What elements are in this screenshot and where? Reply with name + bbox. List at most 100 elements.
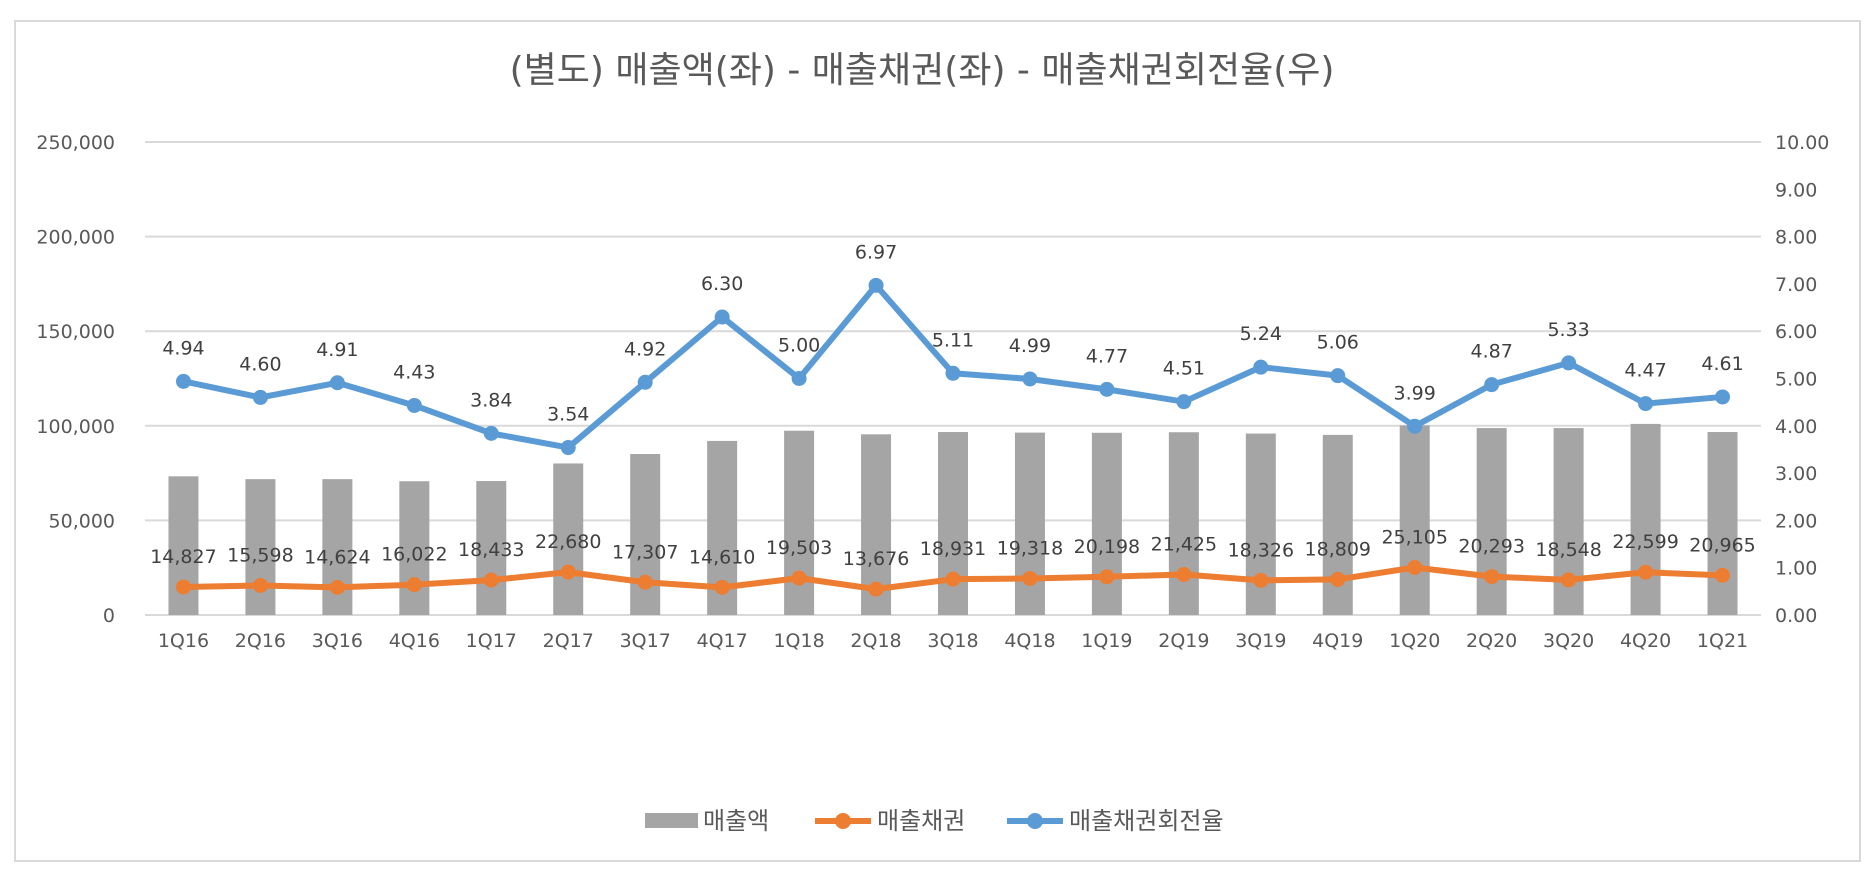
turnover-point [1561, 355, 1577, 371]
turnover-point [714, 309, 730, 325]
receivables-data-label: 18,809 [1305, 538, 1371, 560]
turnover-point [1330, 368, 1346, 384]
x-axis-ticks: 1Q16 2Q16 3Q16 4Q16 1Q17 2Q17 3Q17 4Q17 1Q18 2Q18… [158, 630, 1748, 652]
x-tick-label: 4Q18 [1004, 630, 1055, 652]
receivables-data-label: 20,293 [1458, 536, 1524, 558]
bar [1091, 432, 1122, 615]
right-tick-label: 4.00 [1775, 416, 1817, 438]
right-axis-ticks: 0.00 1.00 2.00 3.00 4.00 5.00 6.00 7.00 8.00 9.00… [1775, 132, 1829, 627]
bar [1476, 428, 1507, 615]
bar [938, 432, 968, 615]
turnover-data-label: 4.77 [1086, 345, 1128, 367]
x-tick-label: 3Q20 [1543, 630, 1594, 652]
receivables-point [1715, 567, 1731, 583]
receivables-data-label: 20,965 [1689, 534, 1755, 556]
right-tick-label: 6.00 [1775, 321, 1817, 343]
left-axis-ticks: 0 50,000 100,000 150,000 200,000 250,000 [36, 132, 115, 627]
receivables-point [560, 564, 576, 580]
turnover-point [1638, 396, 1654, 412]
x-tick-label: 3Q16 [312, 630, 363, 652]
receivables-data-label: 19,318 [997, 537, 1063, 559]
receivables-point [868, 581, 884, 597]
receivables-point [329, 579, 345, 595]
turnover-point [175, 373, 191, 389]
receivables-point [637, 574, 653, 590]
legend-marker-turnover [1027, 813, 1043, 829]
turnover-point [791, 371, 807, 386]
turnover-point [1253, 359, 1269, 375]
receivables-point [406, 577, 422, 593]
right-tick-label: 1.00 [1775, 558, 1817, 580]
x-tick-label: 1Q19 [1081, 630, 1132, 652]
receivables-point [1099, 569, 1115, 585]
turnover-data-label: 6.97 [855, 241, 897, 263]
receivables-data-label: 22,680 [535, 531, 601, 553]
turnover-point [483, 425, 499, 441]
legend-label-receivables: 매출채권 [877, 807, 965, 835]
legend-swatch-revenue [645, 813, 698, 828]
x-tick-label: 2Q16 [235, 630, 286, 652]
receivables-data-label: 21,425 [1151, 533, 1217, 555]
turnover-point [1407, 418, 1423, 434]
bar [1630, 423, 1661, 615]
legend: 매출액 매출채권 매출채권회전율 [645, 807, 1224, 835]
turnover-data-label: 5.11 [932, 329, 974, 351]
right-tick-label: 7.00 [1775, 274, 1817, 296]
bar [1014, 432, 1045, 615]
turnover-data-label: 4.47 [1624, 360, 1666, 382]
receivables-data-label: 18,433 [458, 539, 524, 561]
right-tick-label: 2.00 [1775, 510, 1817, 532]
turnover-point [1715, 389, 1731, 405]
bar [1168, 432, 1199, 615]
left-tick-label: 250,000 [36, 132, 115, 154]
right-tick-label: 0.00 [1775, 605, 1817, 627]
bar [630, 453, 661, 615]
receivables-point [945, 571, 961, 587]
receivables-point [791, 570, 807, 586]
chart-frame: (별도) 매출액(좌) - 매출채권(좌) - 매출채권회전율(우) 0 50,0… [14, 20, 1861, 862]
receivables-data-label: 22,599 [1612, 531, 1678, 553]
x-tick-label: 4Q19 [1312, 630, 1363, 652]
turnover-data-label: 4.92 [624, 338, 666, 360]
right-tick-label: 10.00 [1775, 132, 1829, 154]
bar [784, 430, 815, 615]
legend-label-revenue: 매출액 [703, 807, 769, 835]
turnover-data-label: 4.99 [1009, 335, 1051, 357]
turnover-data-label: 5.00 [778, 335, 820, 357]
turnover-data-label: 5.24 [1240, 323, 1282, 345]
right-tick-label: 5.00 [1775, 369, 1817, 391]
right-tick-label: 8.00 [1775, 227, 1817, 249]
receivables-data-label: 15,598 [227, 544, 293, 566]
left-tick-label: 50,000 [49, 510, 115, 532]
bar [399, 481, 430, 615]
x-tick-label: 2Q20 [1466, 630, 1517, 652]
receivables-data-label: 25,105 [1381, 527, 1447, 549]
receivables-point [1561, 572, 1577, 588]
turnover-data-label: 4.60 [239, 353, 281, 375]
turnover-point [406, 397, 422, 413]
receivables-data-label: 13,676 [843, 548, 909, 570]
turnover-point [945, 365, 961, 381]
turnover-point [560, 440, 576, 456]
left-tick-label: 0 [103, 605, 115, 627]
x-tick-label: 2Q18 [850, 630, 901, 652]
receivables-point [483, 572, 499, 588]
receivables-point [1407, 560, 1423, 576]
line-series-receivables: 14,827 15,598 14,624 16,022 18,433 22,680 17,3… [150, 527, 1756, 597]
receivables-data-label: 18,326 [1228, 539, 1294, 561]
left-tick-label: 150,000 [36, 321, 115, 343]
receivables-data-label: 19,503 [766, 537, 832, 559]
legend-marker-receivables [835, 813, 851, 829]
receivables-data-label: 14,610 [689, 546, 755, 568]
left-tick-label: 100,000 [36, 416, 115, 438]
left-tick-label: 200,000 [36, 227, 115, 249]
receivables-data-label: 18,931 [920, 538, 986, 560]
turnover-point [1176, 394, 1192, 410]
turnover-data-label: 4.51 [1163, 358, 1205, 380]
receivables-data-label: 14,827 [150, 546, 216, 568]
turnover-data-label: 5.06 [1317, 332, 1359, 354]
line-series-turnover: 4.94 4.60 4.91 4.43 3.84 3.54 4.92 6.30 5.00 6.97… [162, 241, 1744, 456]
x-tick-label: 1Q20 [1389, 630, 1440, 652]
chart-title: (별도) 매출액(좌) - 매출채권(좌) - 매출채권회전율(우) [510, 50, 1335, 91]
receivables-data-label: 16,022 [381, 544, 447, 566]
